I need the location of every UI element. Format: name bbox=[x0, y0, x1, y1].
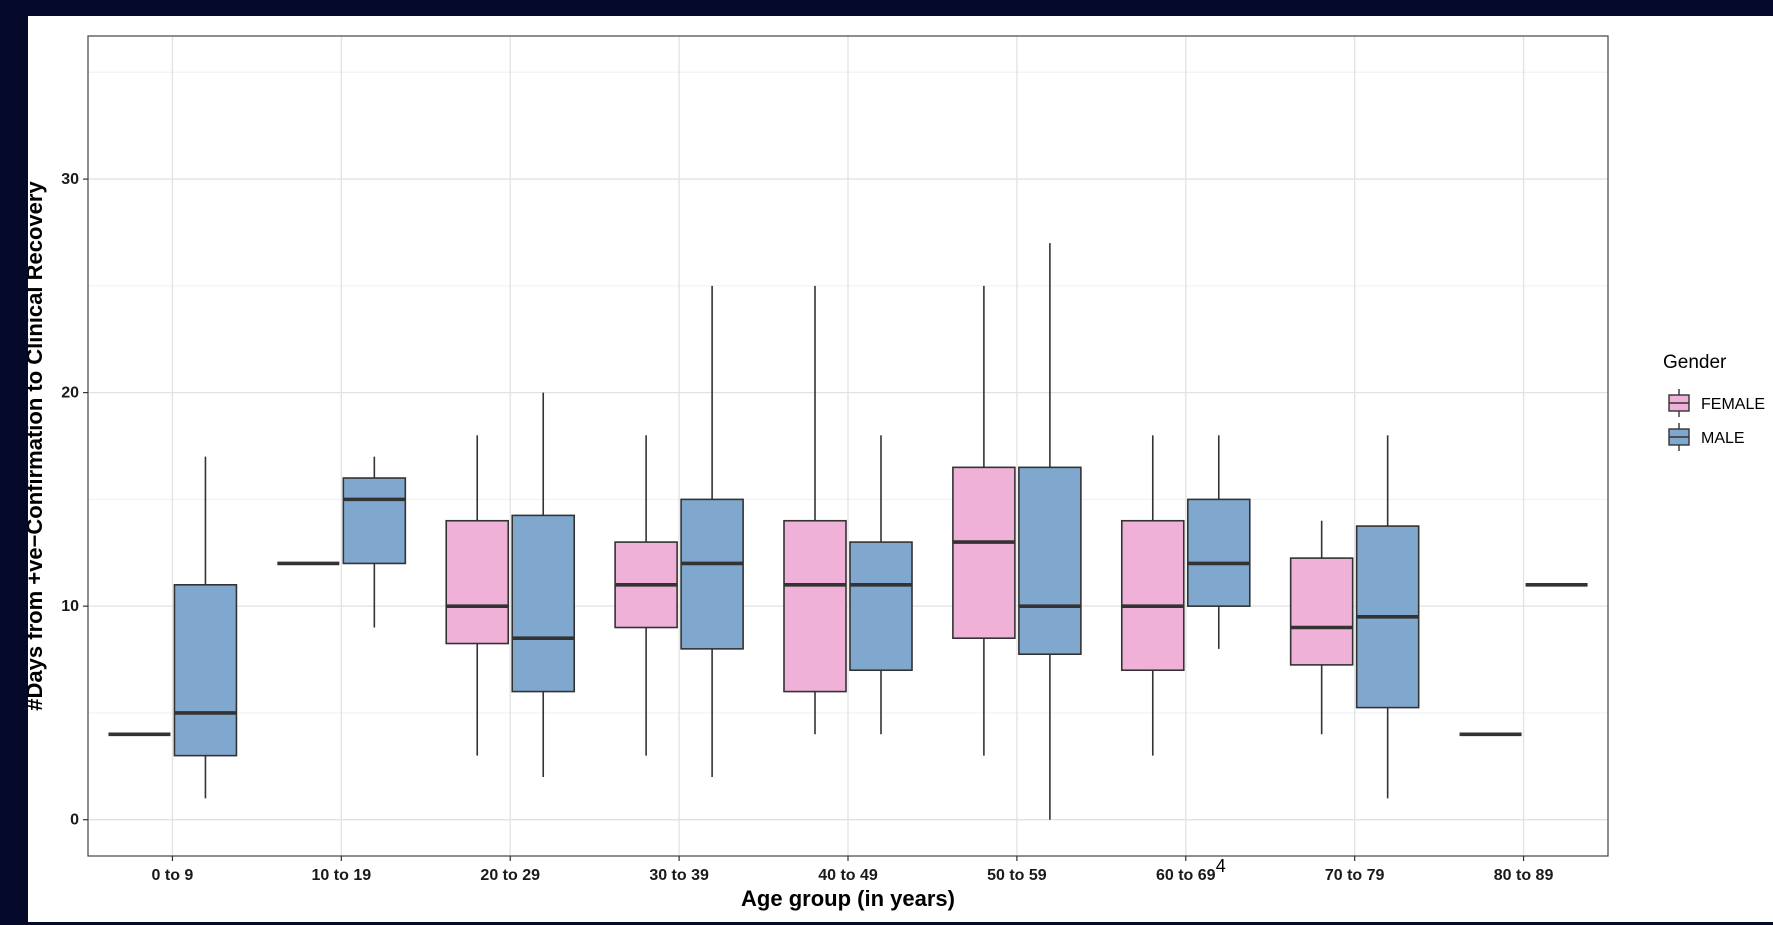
box-iqr bbox=[342, 477, 407, 565]
x-tick-label: 0 to 9 bbox=[152, 867, 194, 884]
box-iqr bbox=[511, 514, 576, 693]
box-iqr bbox=[1120, 519, 1185, 672]
y-tick-label: 30 bbox=[61, 171, 79, 188]
box-female-60-to-69 bbox=[1120, 435, 1185, 756]
x-tick-label: 70 to 79 bbox=[1325, 867, 1385, 884]
box-layer bbox=[108, 243, 1588, 820]
legend-title: Gender bbox=[1663, 352, 1727, 373]
box-iqr bbox=[783, 519, 847, 693]
box-iqr bbox=[680, 498, 744, 650]
annotation-label: 4 bbox=[1216, 856, 1226, 876]
box-male-70-to-79 bbox=[1355, 435, 1420, 799]
x-tick-label: 30 to 39 bbox=[649, 867, 709, 884]
box-male-50-to-59 bbox=[1018, 243, 1082, 820]
y-tick-label: 10 bbox=[61, 598, 79, 615]
y-axis-title: #Days from +ve−Confirmation to Clinical … bbox=[28, 181, 47, 711]
x-tick-label: 10 to 19 bbox=[312, 867, 372, 884]
x-tick-label: 40 to 49 bbox=[818, 867, 878, 884]
box-iqr bbox=[173, 584, 238, 757]
x-axis-ticks: 0 to 9 10 to 19 20 to 29 30 to 39 40 to 49 50… bbox=[152, 856, 1554, 884]
y-axis-ticks: 0 10 20 30 bbox=[61, 171, 88, 829]
box-iqr bbox=[1186, 498, 1251, 607]
box-iqr bbox=[849, 541, 913, 672]
box-iqr bbox=[1289, 557, 1354, 666]
x-tick-label: 50 to 59 bbox=[987, 867, 1047, 884]
box-female-20-to-29 bbox=[445, 435, 510, 756]
box-male-0-to-9 bbox=[173, 456, 238, 799]
legend-label-male: MALE bbox=[1701, 430, 1745, 447]
box-female-40-to-49 bbox=[783, 285, 847, 735]
x-tick-label: 80 to 89 bbox=[1494, 867, 1554, 884]
box-iqr bbox=[445, 519, 510, 645]
figure-frame: 0 10 20 30 0 to 9 10 to 19 20 to 29 30 to 39 40… bbox=[28, 16, 1773, 922]
grid-major bbox=[88, 36, 1608, 856]
y-tick-label: 0 bbox=[70, 812, 79, 829]
box-female-50-to-59 bbox=[952, 285, 1016, 756]
box-female-30-to-39 bbox=[614, 435, 678, 756]
x-axis-title: Age group (in years) bbox=[741, 886, 955, 911]
box-male-30-to-39 bbox=[680, 285, 744, 777]
x-tick-label: 60 to 69 bbox=[1156, 867, 1216, 884]
legend: Gender FEMALE MALE bbox=[1663, 352, 1765, 451]
box-male-10-to-19 bbox=[342, 456, 407, 628]
y-tick-label: 20 bbox=[61, 385, 79, 402]
box-male-40-to-49 bbox=[849, 435, 913, 735]
box-male-60-to-69 bbox=[1186, 435, 1251, 649]
series-female bbox=[108, 285, 1522, 756]
box-iqr bbox=[952, 466, 1016, 639]
box-iqr bbox=[1018, 466, 1082, 656]
box-female-70-to-79 bbox=[1289, 520, 1354, 735]
series-male bbox=[173, 243, 1588, 820]
x-tick-label: 20 to 29 bbox=[480, 867, 540, 884]
legend-label-female: FEMALE bbox=[1701, 396, 1765, 413]
box-male-20-to-29 bbox=[511, 392, 576, 777]
